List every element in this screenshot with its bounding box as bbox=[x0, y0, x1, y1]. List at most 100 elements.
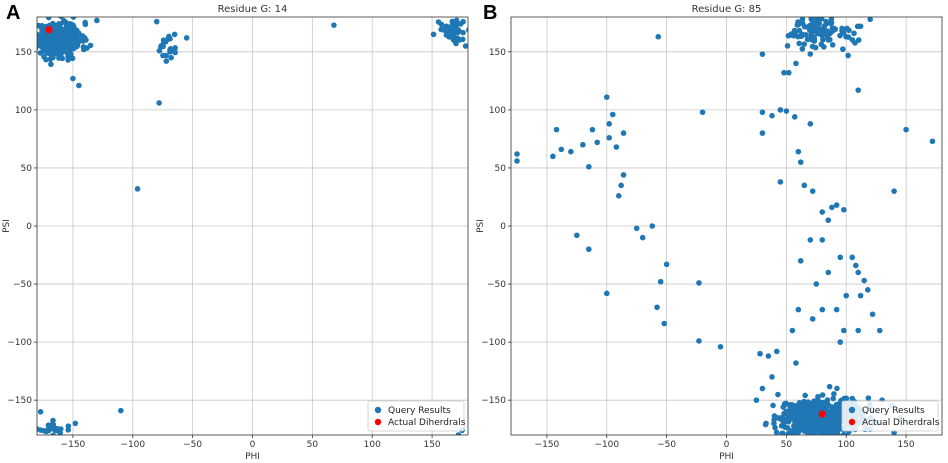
plot2-query-point bbox=[757, 350, 763, 357]
plot2-query-point bbox=[777, 179, 784, 185]
plot2-query-point bbox=[844, 25, 850, 32]
plot2-query-point bbox=[801, 41, 808, 47]
plot2-query-point bbox=[807, 440, 813, 446]
plot2-query-point bbox=[837, 8, 843, 14]
plot1-query-point bbox=[45, 17, 52, 21]
plot2-y-tick-label: 0 bbox=[500, 222, 506, 232]
plot1-query-point bbox=[453, 40, 459, 47]
plot2-query-point bbox=[800, 408, 806, 415]
plot1-query-point bbox=[50, 432, 56, 435]
plot2-legend-label-2: Actual Diherdrals bbox=[862, 418, 940, 428]
plot2-x-tick-label: −50 bbox=[657, 440, 676, 450]
plot2-query-point bbox=[891, 188, 897, 194]
plot1-query-point bbox=[156, 47, 163, 54]
plot1-query-point bbox=[94, 17, 100, 24]
plot2-query-point bbox=[855, 327, 861, 334]
plot2-query-point bbox=[853, 262, 859, 269]
plot1-query-point bbox=[163, 58, 170, 64]
plot1-query-point bbox=[50, 54, 56, 61]
plot2-query-point bbox=[780, 430, 786, 435]
plot2-query-point bbox=[825, 217, 832, 223]
plot2-x-tick-label: 150 bbox=[897, 440, 914, 450]
plot1-query-point bbox=[38, 31, 45, 38]
plot2-query-point bbox=[805, 405, 812, 411]
plot2-query-point bbox=[568, 148, 574, 155]
plot2-query-point bbox=[818, 432, 825, 435]
plot1-query-point bbox=[45, 427, 52, 434]
plot1-query-point bbox=[48, 61, 54, 68]
plot1-query-point bbox=[51, 36, 57, 42]
plot1-query-point bbox=[60, 47, 66, 54]
plot2-query-point bbox=[813, 6, 819, 12]
plot1-query-point bbox=[450, 22, 456, 29]
plot1-query-point bbox=[50, 45, 57, 51]
plot2-x-tick-label: 50 bbox=[781, 440, 793, 450]
plot2-query-point bbox=[514, 158, 520, 164]
plot1-query-point bbox=[168, 54, 174, 61]
plot2-query-point bbox=[558, 146, 565, 153]
plot2-query-point bbox=[802, 392, 808, 399]
plot1-query-point bbox=[55, 29, 62, 36]
plot2-query-point bbox=[797, 258, 804, 264]
ramachandran-plot-residue-85: −150 −100 −50 0 50 100 150 150 100 50 0 −50 −100 −150… bbox=[476, 4, 943, 462]
plot2-query-point bbox=[865, 438, 871, 444]
plot2-query-point bbox=[795, 306, 802, 313]
plot1-query-point bbox=[60, 27, 67, 34]
plot2-x-tick-label: −150 bbox=[535, 440, 560, 450]
plot2-query-point bbox=[795, 19, 801, 25]
plot1-query-point bbox=[153, 18, 160, 25]
plot2-query-point bbox=[816, 20, 823, 27]
plot2-query-point bbox=[813, 436, 819, 442]
plot2-query-point bbox=[804, 434, 806, 435]
plot1-query-point bbox=[171, 31, 178, 38]
plot1-query-point bbox=[72, 420, 79, 427]
plot1-query-point bbox=[460, 29, 466, 36]
plot2-query-point bbox=[799, 414, 806, 420]
plot1-legend: Query Results Actual Diherdrals bbox=[367, 400, 466, 432]
plot2-query-point bbox=[834, 385, 840, 392]
plot2-query-point bbox=[837, 339, 844, 345]
plot2-query-point bbox=[794, 427, 801, 434]
plot2-query-point bbox=[803, 442, 809, 448]
plot1-query-point bbox=[70, 17, 77, 20]
plot2-query-point bbox=[811, 438, 817, 444]
plot1-x-axis-label: PHI bbox=[245, 452, 260, 462]
plot2-query-point bbox=[825, 37, 832, 43]
plot2-query-point bbox=[843, 292, 850, 299]
plot2-query-point bbox=[815, 393, 821, 400]
panel-label-a: A bbox=[6, 2, 21, 24]
plot2-query-point bbox=[855, 269, 861, 276]
plot2-query-point bbox=[808, 10, 814, 16]
plot1-query-point bbox=[64, 50, 71, 57]
plot2-x-axis-label: PHI bbox=[719, 452, 734, 462]
plot2-query-point bbox=[663, 261, 670, 268]
plot1-query-point bbox=[82, 21, 89, 28]
plot2-query-point bbox=[759, 385, 766, 392]
plot2-query-point bbox=[824, 410, 831, 416]
plot2-query-point bbox=[832, 26, 839, 32]
plot2-query-point bbox=[819, 209, 826, 215]
plot1-query-point bbox=[171, 46, 178, 52]
plot2-query-point bbox=[812, 44, 819, 51]
plot2-query-point bbox=[831, 391, 837, 397]
plot1-query-point bbox=[43, 36, 49, 43]
plot1-query-point bbox=[87, 42, 94, 49]
plot1-query-point bbox=[52, 427, 59, 434]
plot1-y-tick-label: −100 bbox=[7, 338, 32, 348]
plot2-query-point bbox=[929, 138, 936, 145]
plot1-points bbox=[37, 17, 468, 435]
plot2-query-point bbox=[699, 109, 706, 116]
plot1-query-point bbox=[75, 35, 82, 42]
plot2-y-tick-label: −100 bbox=[481, 338, 506, 348]
plot2-legend-marker-1 bbox=[848, 406, 856, 414]
plot2-query-point bbox=[813, 422, 819, 429]
plot1-y-tick-label: −50 bbox=[13, 280, 32, 290]
plot2-query-point bbox=[807, 121, 814, 127]
plot1-query-point bbox=[430, 31, 437, 38]
plot1-query-point bbox=[65, 427, 72, 433]
plot2-query-point bbox=[833, 306, 840, 313]
plot2-query-point bbox=[618, 182, 624, 189]
plot2-query-point bbox=[823, 29, 830, 35]
plot2-title: Residue G: 85 bbox=[692, 4, 762, 15]
plot1-x-tick-label: 50 bbox=[307, 440, 319, 450]
